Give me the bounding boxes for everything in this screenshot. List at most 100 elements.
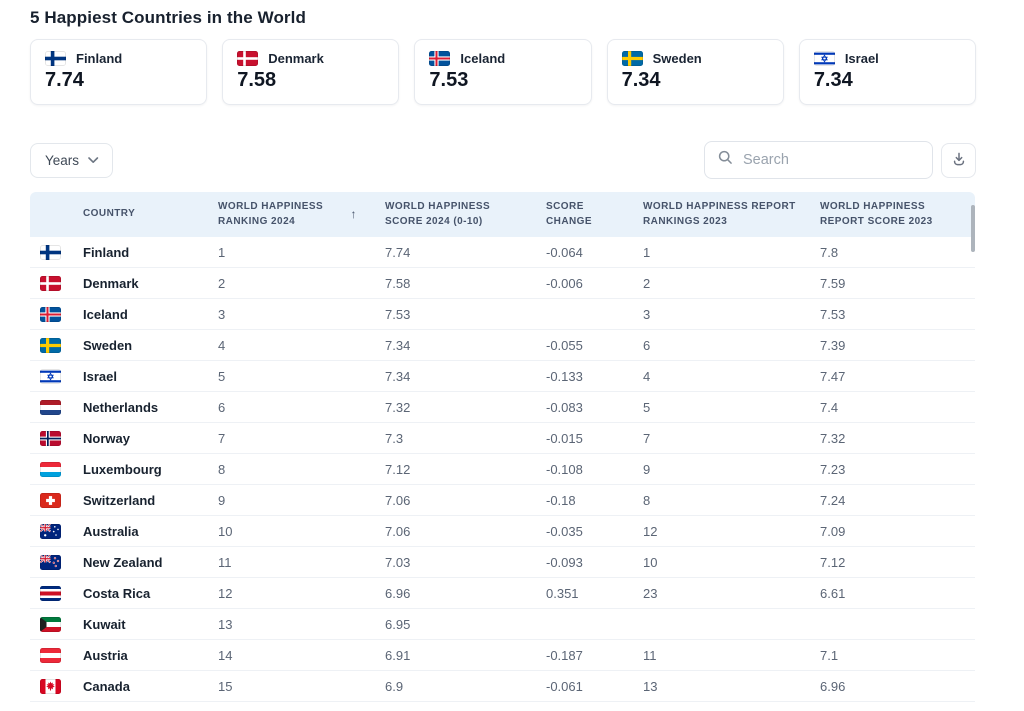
report-score-2023-cell: 7.59 (820, 275, 846, 291)
norway-flag-icon (40, 430, 61, 446)
report-score-2023-cell: 7.1 (820, 647, 839, 663)
table-row-switzerland: Switzerland 9 7.06 -0.18 8 7.24 (30, 485, 975, 516)
summary-cards: Finland 7.74 Denmark 7.58 Iceland 7.53 Sweden 7… (30, 39, 977, 105)
card-country-name: Iceland (460, 51, 506, 66)
country-cell: Canada (30, 678, 208, 694)
ranking-2024-cell: 3 (218, 306, 226, 322)
column-header-ranking_2024[interactable]: WORLD HAPPINESS RANKING 2024 ↑ (208, 200, 375, 229)
column-header-country[interactable]: COUNTRY (30, 207, 208, 222)
table-row-luxembourg: Luxembourg 8 7.12 -0.108 9 7.23 (30, 454, 975, 485)
table-row-norway: Norway 7 7.3 -0.015 7 7.32 (30, 423, 975, 454)
happiness-table: COUNTRY WORLD HAPPINESS RANKING 2024 ↑ WORL… (30, 192, 975, 702)
report-score-2023-cell: 6.61 (820, 585, 846, 601)
column-header-label: WORLD HAPPINESS REPORT RANKINGS 2023 (643, 201, 796, 227)
country-name: Australia (83, 523, 139, 539)
table-row-denmark: Denmark 2 7.58 -0.006 2 7.59 (30, 268, 975, 299)
country-cell: Norway (30, 430, 208, 446)
score-change-cell: -0.093 (546, 554, 583, 570)
country-cell: Netherlands (30, 399, 208, 415)
download-button[interactable] (941, 142, 976, 178)
ranking-2024-cell: 1 (218, 244, 226, 260)
summary-card-iceland: Iceland 7.53 (414, 39, 592, 105)
score-change-cell: 0.351 (546, 585, 579, 601)
vertical-scrollbar[interactable] (971, 205, 975, 252)
ranking-2024-cell: 14 (218, 647, 233, 663)
table-row-iceland: Iceland 3 7.53 3 7.53 (30, 299, 975, 330)
card-happiness-score: 7.34 (813, 69, 853, 91)
ranking-2024-cell: 8 (218, 461, 226, 477)
years-filter-label: Years (45, 152, 80, 168)
column-header-score_change[interactable]: SCORE CHANGE (536, 200, 633, 229)
report-score-2023-cell: 7.39 (820, 337, 846, 353)
ranking-2024-cell: 4 (218, 337, 226, 353)
summary-card-finland: Finland 7.74 (30, 39, 208, 105)
table-row-netherlands: Netherlands 6 7.32 -0.083 5 7.4 (30, 392, 975, 423)
report-rankings-2023-cell: 9 (643, 461, 651, 477)
country-cell: Costa Rica (30, 585, 208, 601)
column-header-report_rankings_2023[interactable]: WORLD HAPPINESS REPORT RANKINGS 2023 (633, 200, 810, 229)
search-input[interactable] (743, 152, 920, 168)
country-cell: Iceland (30, 306, 208, 322)
column-header-label: COUNTRY (83, 208, 136, 220)
country-cell: New Zealand (30, 554, 208, 570)
score-2024-cell: 7.74 (385, 244, 411, 260)
report-rankings-2023-cell: 5 (643, 399, 651, 415)
country-name: Iceland (83, 306, 128, 322)
ranking-2024-cell: 9 (218, 492, 226, 508)
table-row-new-zealand: New Zealand 11 7.03 -0.093 10 7.12 (30, 547, 975, 578)
ranking-2024-cell: 15 (218, 678, 233, 694)
luxembourg-flag-icon (40, 461, 61, 477)
country-cell: Finland (30, 244, 208, 260)
column-header-report_score_2023[interactable]: WORLD HAPPINESS REPORT SCORE 2023 (810, 200, 975, 229)
search-box (704, 141, 933, 179)
finland-flag-icon (45, 51, 66, 66)
table-header-row: COUNTRY WORLD HAPPINESS RANKING 2024 ↑ WORL… (30, 192, 975, 237)
country-name: Austria (83, 647, 128, 663)
column-header-label: WORLD HAPPINESS SCORE 2024 (0-10) (385, 201, 491, 227)
score-2024-cell: 7.34 (385, 368, 411, 384)
report-score-2023-cell: 7.24 (820, 492, 846, 508)
country-cell: Luxembourg (30, 461, 208, 477)
ranking-2024-cell: 6 (218, 399, 226, 415)
sweden-flag-icon (621, 51, 643, 66)
denmark-flag-icon (40, 275, 61, 291)
israel-flag-icon (813, 51, 835, 66)
score-change-cell: -0.061 (546, 678, 583, 694)
table-row-austria: Austria 14 6.91 -0.187 11 7.1 (30, 640, 975, 671)
country-name: Finland (83, 244, 130, 260)
table-row-costa-rica: Costa Rica 12 6.96 0.351 23 6.61 (30, 578, 975, 609)
report-score-2023-cell: 7.23 (820, 461, 846, 477)
column-header-score_2024[interactable]: WORLD HAPPINESS SCORE 2024 (0-10) (375, 200, 536, 229)
card-header: Iceland (429, 51, 576, 66)
report-rankings-2023-cell: 13 (643, 678, 658, 694)
report-score-2023-cell: 7.53 (820, 306, 846, 322)
score-change-cell: -0.187 (546, 647, 583, 663)
country-cell: Austria (30, 647, 208, 663)
new-zealand-flag-icon (40, 554, 61, 570)
country-name: Sweden (83, 337, 133, 353)
canada-flag-icon (40, 678, 61, 694)
ranking-2024-cell: 7 (218, 430, 226, 446)
country-name: New Zealand (83, 554, 163, 570)
report-score-2023-cell: 7.12 (820, 554, 846, 570)
iceland-flag-icon (429, 51, 451, 66)
card-header: Sweden (621, 51, 769, 66)
country-name: Israel (83, 368, 117, 384)
score-2024-cell: 7.03 (385, 554, 411, 570)
report-score-2023-cell: 7.4 (820, 399, 839, 415)
years-filter-dropdown[interactable]: Years (30, 142, 114, 178)
sort-ascending-icon: ↑ (350, 206, 357, 221)
report-score-2023-cell: 7.47 (820, 368, 846, 384)
australia-flag-icon (40, 523, 61, 539)
column-header-label: WORLD HAPPINESS REPORT SCORE 2023 (820, 201, 933, 227)
country-name: Canada (83, 678, 130, 694)
country-name: Costa Rica (83, 585, 151, 601)
country-name: Denmark (83, 275, 139, 291)
kuwait-flag-icon (40, 616, 61, 632)
ranking-2024-cell: 12 (218, 585, 233, 601)
report-rankings-2023-cell: 7 (643, 430, 651, 446)
country-name: Kuwait (83, 616, 126, 632)
ranking-2024-cell: 11 (218, 554, 232, 570)
score-2024-cell: 7.06 (385, 523, 411, 539)
